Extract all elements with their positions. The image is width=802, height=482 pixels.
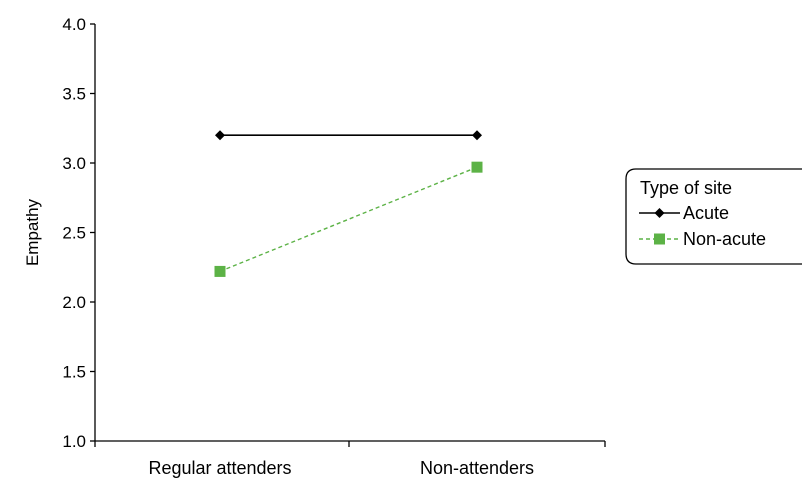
y-tick-label: 4.0 [62,15,86,34]
y-tick-label: 3.5 [62,85,86,104]
legend: Type of site Acute Non-acute [625,168,802,265]
series-layer [214,130,483,277]
legend-item: Acute [639,203,729,223]
series-non-acute [214,161,483,277]
legend-marker-square [654,233,665,245]
x-tick-label: Non-attenders [420,458,534,478]
y-axis-title: Empathy [23,198,42,266]
series-line [219,166,478,273]
data-point-diamond [215,130,225,141]
data-point-square [471,161,483,173]
x-tick-label: Regular attenders [148,458,291,478]
legend-item: Non-acute [639,229,766,249]
axes: 1.0 1.5 2.0 2.5 3.0 3.5 4.0 Regular attenders No… [23,15,606,478]
y-tick-label: 2.0 [62,293,86,312]
legend-title: Type of site [640,178,732,198]
y-tick-label: 1.5 [62,363,86,382]
data-point-diamond [472,130,482,141]
legend-label: Non-acute [683,229,766,249]
y-tick-label: 1.0 [62,432,86,451]
y-tick-label: 3.0 [62,154,86,173]
series-acute [215,130,482,141]
legend-label: Acute [683,203,729,223]
data-point-square [214,265,226,277]
legend-marker-diamond [654,208,665,218]
legend-box [625,168,802,265]
y-tick-label: 2.5 [62,224,86,243]
